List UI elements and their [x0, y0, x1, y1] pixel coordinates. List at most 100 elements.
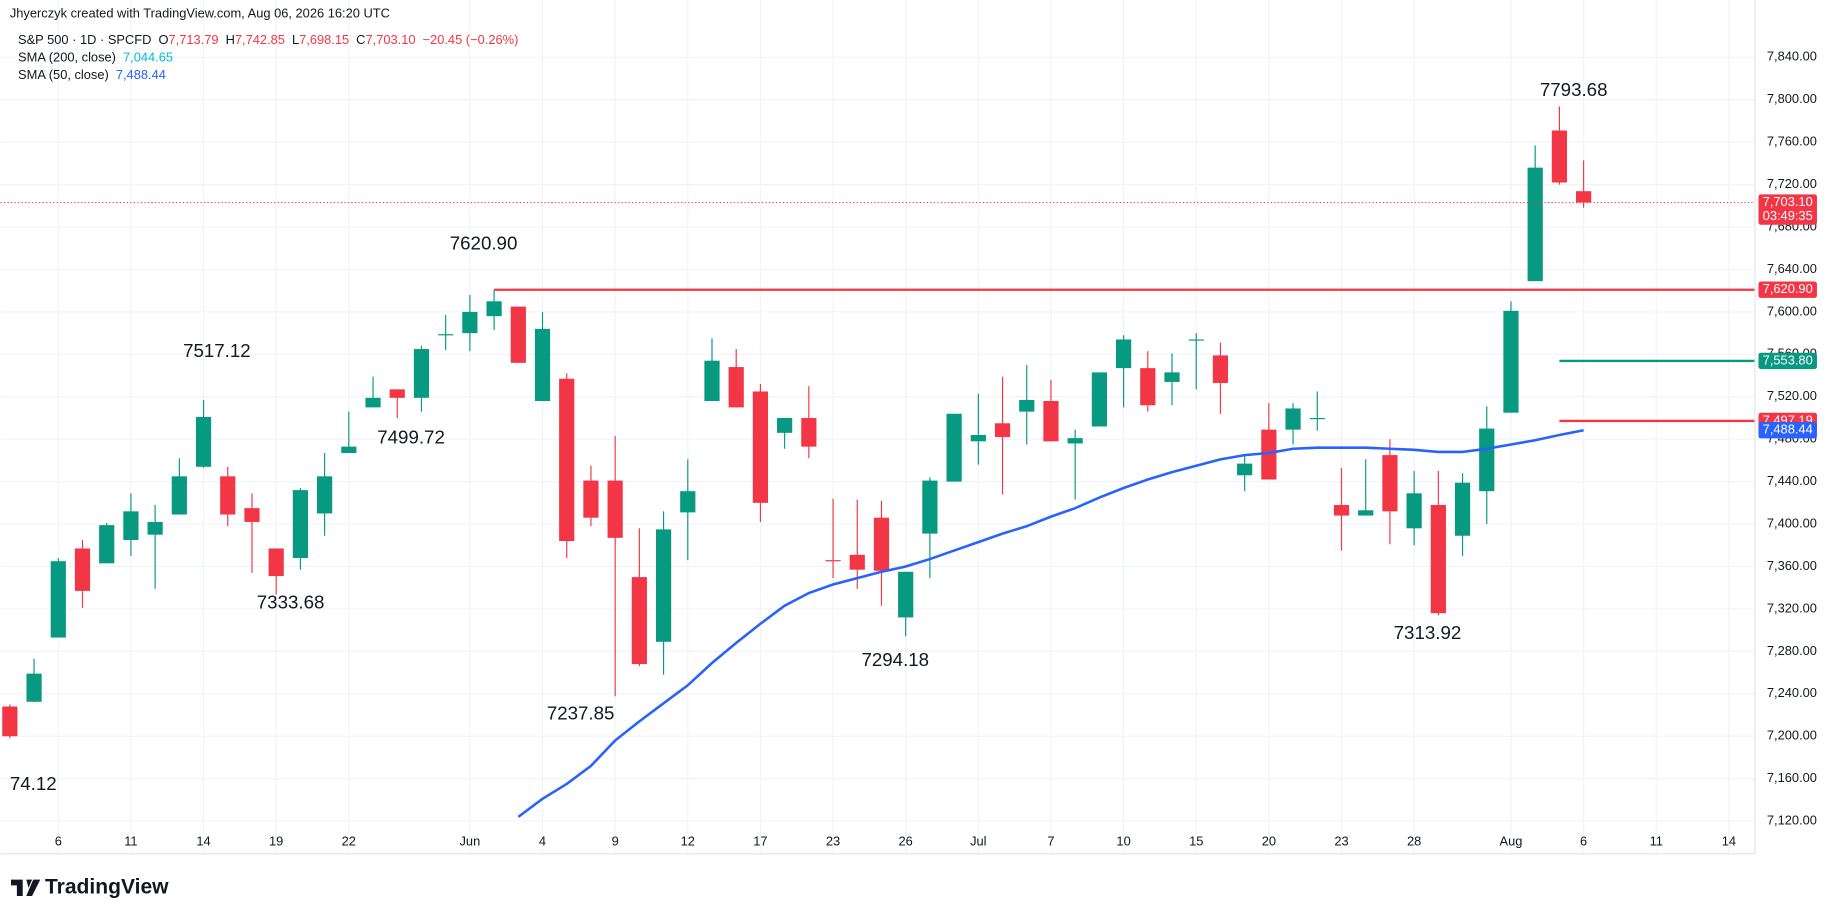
candle-body [752, 391, 769, 503]
indicator-name: SMA (200, close) [18, 50, 116, 65]
candle-body [1140, 368, 1156, 406]
plot-area: 7793.68 7620.90 7517.12 7499.72 7333.68 7237.… [0, 79, 1755, 818]
x-tick-label: 10 [1116, 834, 1130, 849]
x-tick-label: 14 [196, 834, 210, 849]
price-tag-label: 7,553.80 [1763, 352, 1813, 367]
candle-body [438, 334, 454, 336]
candle-body [946, 413, 962, 482]
candle-body [1309, 417, 1325, 420]
x-tick-label: 19 [269, 834, 283, 849]
candle-body [292, 490, 308, 559]
candle-body [486, 301, 502, 317]
candle-body [1503, 310, 1519, 413]
candle-body [631, 577, 647, 665]
candle-body [413, 349, 430, 398]
y-tick-label: 7,200.00 [1767, 728, 1817, 743]
y-tick-label: 7,160.00 [1767, 770, 1817, 785]
candle-body [2, 706, 18, 737]
candle-body [462, 311, 478, 334]
candle-body [220, 476, 236, 515]
candle-body [994, 423, 1011, 438]
price-annotation: 7237.85 [547, 703, 615, 724]
candle-body [1261, 429, 1277, 480]
ohlc-key: C [356, 32, 365, 47]
price-tag [1758, 281, 1817, 298]
candle-body [195, 416, 212, 467]
change: −20.45 (−0.26%) [423, 32, 519, 47]
candle-body [728, 367, 744, 408]
candle-body [1358, 510, 1374, 516]
candle-body [1576, 191, 1592, 203]
logo-icon [11, 879, 41, 896]
ohlc-value: 7,698.15 [299, 32, 349, 47]
candle-body [1043, 401, 1059, 442]
price-annotation: 7313.92 [1394, 622, 1462, 643]
price-annotation: 7499.72 [377, 427, 445, 448]
x-tick-label: 11 [124, 834, 137, 849]
x-tick-label: 17 [753, 834, 767, 849]
candle-body [704, 360, 720, 402]
grid [0, 0, 1755, 854]
x-tick-label: 6 [1580, 834, 1587, 849]
price-annotation: 7620.90 [450, 232, 518, 253]
candle-body [171, 476, 187, 515]
candle-body [389, 389, 405, 398]
candle-body [1382, 455, 1398, 512]
y-tick-label: 7,400.00 [1767, 515, 1817, 530]
ohlc-value: 7,742.85 [235, 32, 285, 47]
x-tick-label: Jul [970, 834, 986, 849]
candle-body [1479, 428, 1495, 492]
candle-body [1019, 399, 1035, 412]
candle-body [849, 554, 865, 570]
price-tag [1758, 194, 1817, 225]
x-tick-label: 28 [1407, 834, 1421, 849]
ohlc-key: O [158, 32, 168, 47]
price-tag [1758, 352, 1817, 370]
candle-body [341, 446, 357, 453]
candle-body [26, 673, 42, 702]
price-tag-label: 7,703.10 [1763, 194, 1813, 209]
candle-body [825, 560, 841, 562]
candle-body [1115, 339, 1132, 369]
candle-body [1333, 504, 1350, 516]
x-tick-label: 6 [55, 834, 62, 849]
candle-body [50, 561, 66, 638]
candle-body [898, 571, 914, 618]
indicator-legend: SMA (50, close) 7,488.44 [18, 67, 166, 82]
logo: TradingView [11, 875, 169, 898]
candle-body [74, 548, 91, 591]
ohlc-value: 7,703.10 [365, 32, 415, 47]
x-tick-label: 15 [1189, 834, 1203, 849]
y-tick-label: 7,760.00 [1767, 134, 1817, 149]
candle-body [147, 521, 163, 535]
candle-body [655, 529, 672, 642]
candle-body [680, 491, 696, 513]
y-tick-label: 7,600.00 [1767, 303, 1817, 318]
candle-body [583, 480, 599, 518]
symbol: S&P 500 · 1D · SPCFD [18, 32, 151, 47]
candle-body [1551, 130, 1568, 183]
y-tick-label: 7,840.00 [1767, 49, 1817, 64]
logo-text: TradingView [45, 875, 169, 898]
x-tick-label: 26 [899, 834, 913, 849]
price-annotation: 7294.18 [861, 649, 929, 670]
candle-body [1212, 355, 1229, 383]
x-tick-label: Aug [1500, 834, 1523, 849]
y-tick-label: 7,120.00 [1767, 812, 1817, 827]
y-tick-label: 7,640.00 [1767, 261, 1817, 276]
candle-body [1091, 372, 1107, 427]
x-tick-label: 11 [1650, 834, 1663, 849]
x-tick-label: 12 [681, 834, 695, 849]
candle-body [777, 417, 793, 433]
candle-body [1188, 339, 1204, 341]
y-tick-label: 7,320.00 [1767, 600, 1817, 615]
y-tick-label: 7,440.00 [1767, 473, 1817, 488]
candle-body [801, 417, 817, 447]
ohlc-value: 7,713.79 [168, 32, 218, 47]
candle-body [268, 548, 284, 577]
x-tick-label: 7 [1047, 834, 1054, 849]
candle-body [510, 306, 526, 363]
candle-body [534, 328, 551, 402]
indicator-name: SMA (50, close) [18, 67, 109, 82]
